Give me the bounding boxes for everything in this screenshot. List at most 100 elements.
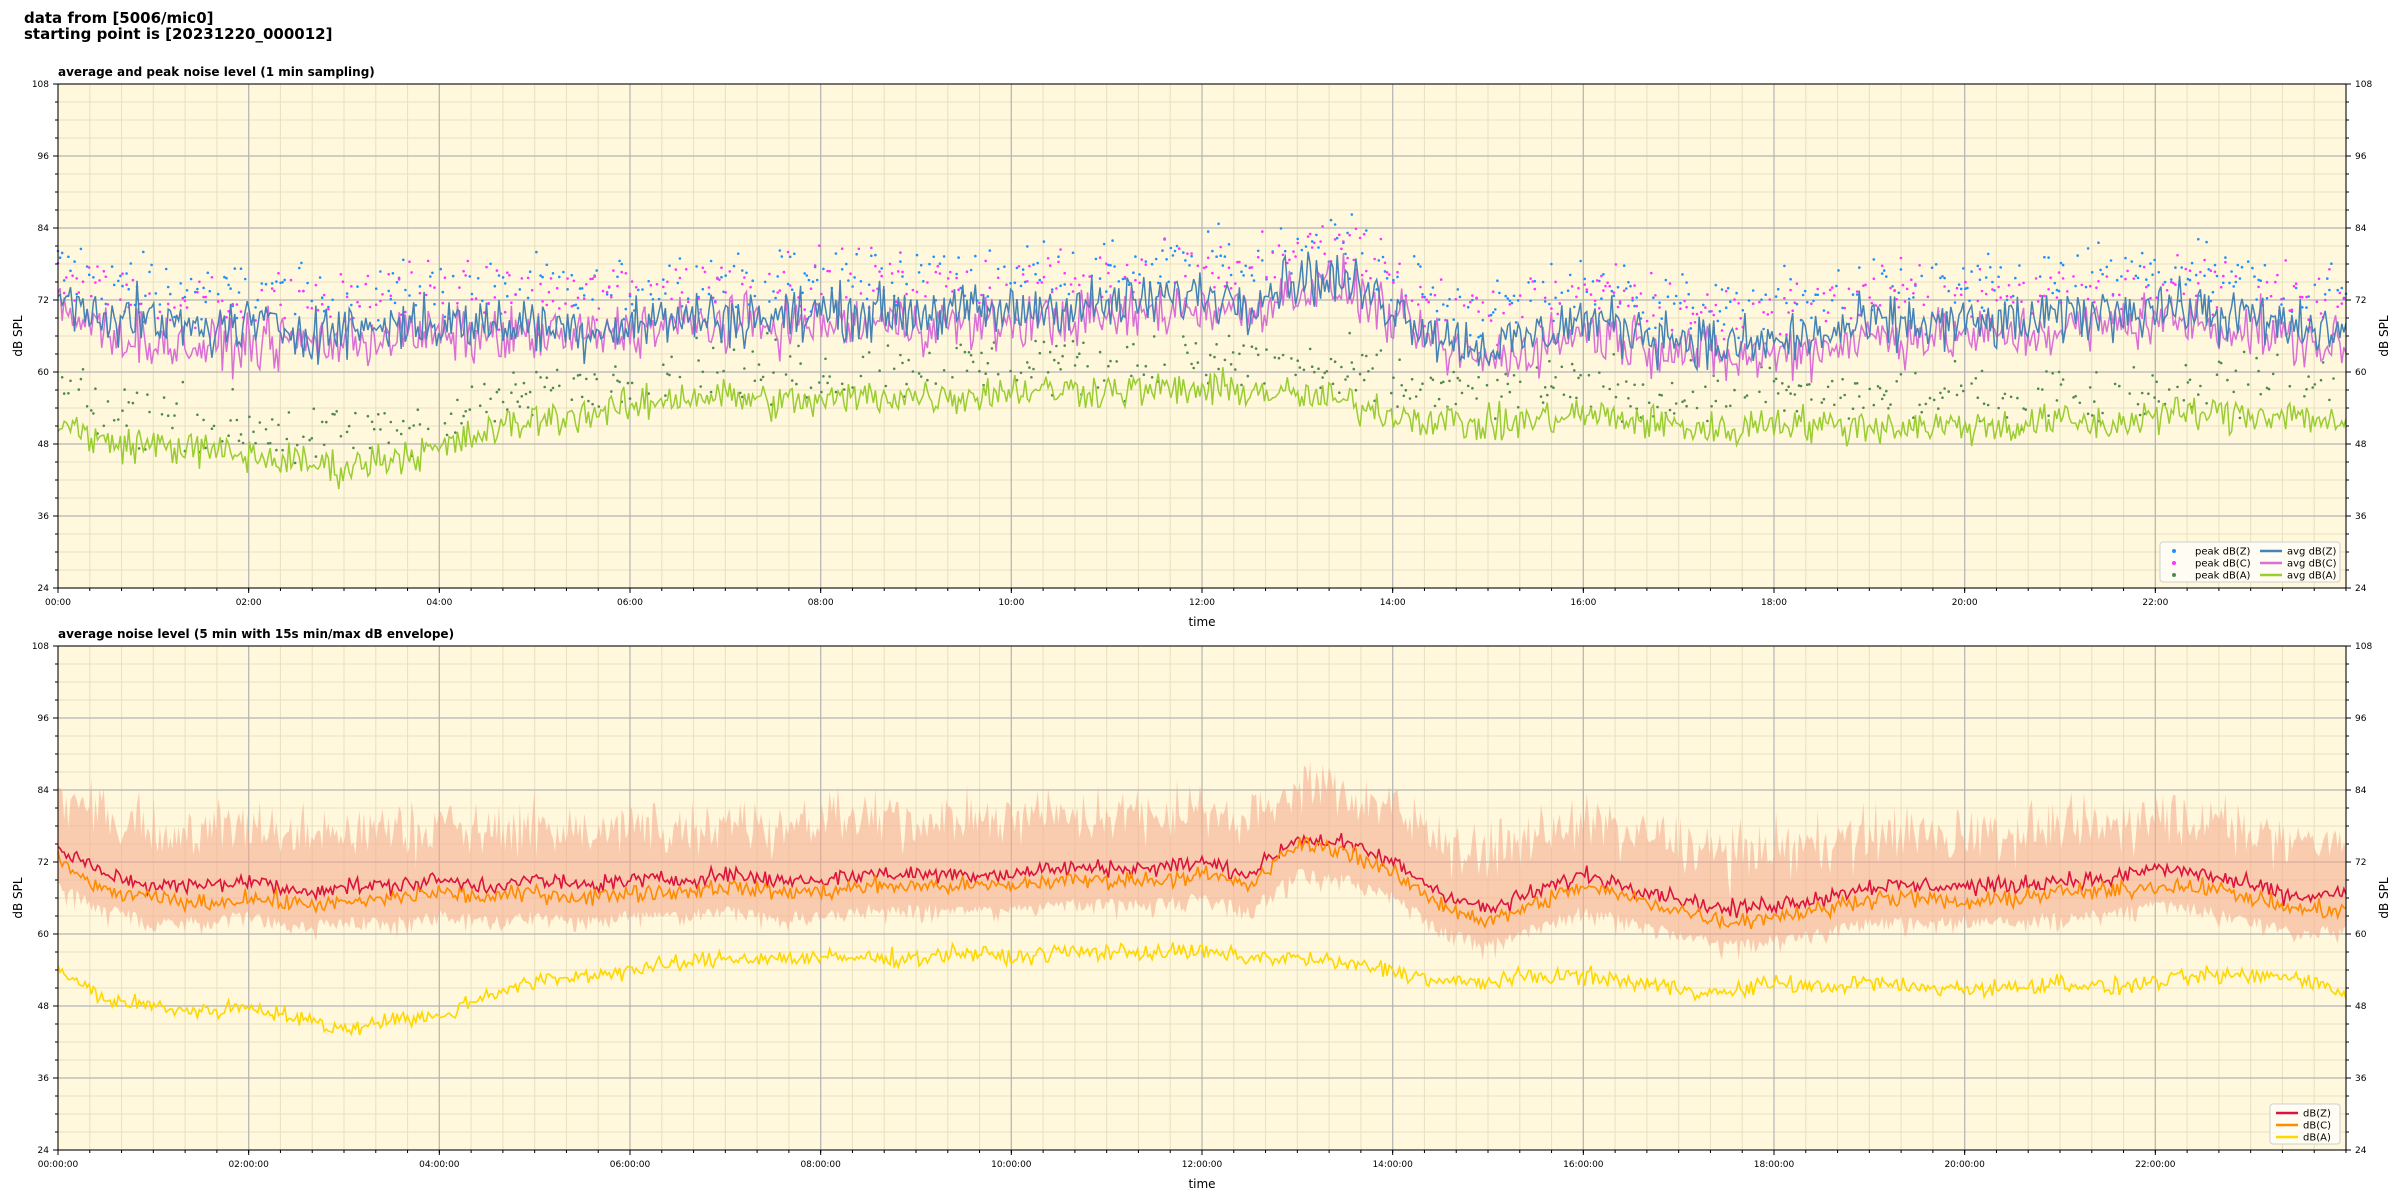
peak-point bbox=[345, 295, 349, 299]
peak-point bbox=[763, 280, 767, 284]
peak-point bbox=[1313, 241, 1316, 245]
peak-point bbox=[239, 310, 243, 313]
peak-point bbox=[117, 418, 120, 421]
peak-point bbox=[1593, 299, 1597, 303]
peak-point bbox=[1292, 250, 1295, 253]
peak-point bbox=[1724, 405, 1728, 408]
peak-point bbox=[106, 303, 110, 306]
peak-point bbox=[1335, 236, 1339, 240]
peak-point bbox=[2294, 286, 2298, 290]
peak-point bbox=[364, 282, 368, 286]
x-tick-label: 16:00 bbox=[1570, 598, 1596, 608]
peak-point bbox=[1005, 283, 1008, 287]
peak-point bbox=[828, 269, 831, 273]
peak-point bbox=[757, 363, 761, 366]
peak-point bbox=[1833, 403, 1836, 407]
peak-point bbox=[2140, 297, 2144, 300]
peak-point bbox=[749, 285, 752, 289]
peak-point bbox=[1256, 353, 1260, 357]
peak-point bbox=[1302, 368, 1306, 372]
x-tick-label: 10:00:00 bbox=[991, 1160, 1032, 1170]
peak-point bbox=[518, 405, 522, 408]
peak-point bbox=[822, 375, 825, 378]
peak-point bbox=[859, 374, 863, 378]
peak-point bbox=[1132, 271, 1135, 275]
peak-point bbox=[1489, 313, 1493, 317]
peak-point bbox=[2263, 263, 2267, 267]
peak-point bbox=[1223, 285, 1227, 288]
peak-point bbox=[1169, 246, 1173, 250]
legend-entry: avg dB(Z) bbox=[2287, 547, 2337, 558]
peak-point bbox=[1914, 371, 1917, 375]
peak-point bbox=[1847, 417, 1851, 420]
peak-point bbox=[1098, 350, 1102, 354]
peak-point bbox=[971, 360, 975, 364]
peak-point bbox=[1729, 300, 1732, 304]
peak-point bbox=[2342, 297, 2346, 301]
peak-point bbox=[2149, 262, 2152, 265]
peak-point bbox=[1897, 291, 1901, 295]
peak-point bbox=[216, 300, 220, 303]
peak-point bbox=[1762, 327, 1765, 331]
peak-point bbox=[1893, 289, 1896, 292]
peak-point bbox=[131, 401, 135, 405]
peak-point bbox=[1130, 374, 1133, 378]
peak-point bbox=[1279, 227, 1283, 230]
peak-point bbox=[1668, 408, 1672, 412]
peak-point bbox=[445, 433, 449, 437]
peak-point bbox=[356, 285, 359, 288]
peak-point bbox=[283, 278, 287, 282]
peak-point bbox=[1806, 300, 1809, 304]
peak-point bbox=[100, 297, 103, 301]
peak-point bbox=[1695, 406, 1699, 410]
peak-point bbox=[1672, 302, 1676, 305]
peak-point bbox=[254, 306, 257, 309]
peak-point bbox=[720, 275, 723, 279]
peak-point bbox=[1720, 329, 1724, 332]
peak-point bbox=[1211, 271, 1214, 275]
peak-point bbox=[1726, 286, 1730, 290]
peak-point bbox=[1150, 262, 1154, 266]
x-axis-label: time bbox=[1188, 615, 1215, 629]
peak-point bbox=[1277, 244, 1281, 247]
peak-point bbox=[1333, 223, 1337, 226]
peak-point bbox=[2330, 262, 2333, 266]
peak-point bbox=[1533, 287, 1537, 291]
peak-point bbox=[628, 397, 632, 400]
peak-point bbox=[1947, 390, 1950, 393]
peak-point bbox=[1868, 296, 1871, 299]
peak-point bbox=[1362, 232, 1366, 236]
peak-point bbox=[1360, 252, 1364, 255]
peak-point bbox=[2209, 299, 2213, 303]
peak-point bbox=[1308, 232, 1312, 236]
peak-point bbox=[2172, 281, 2175, 285]
peak-point bbox=[813, 264, 817, 267]
peak-point bbox=[279, 303, 282, 307]
peak-point bbox=[67, 255, 70, 259]
peak-point bbox=[1629, 284, 1632, 288]
peak-point bbox=[1521, 315, 1524, 319]
peak-point bbox=[732, 348, 736, 352]
peak-point bbox=[1229, 363, 1233, 366]
peak-point bbox=[2145, 278, 2148, 281]
peak-point bbox=[2072, 396, 2075, 399]
peak-point bbox=[1543, 296, 1547, 300]
peak-point bbox=[963, 350, 967, 354]
peak-point bbox=[458, 286, 461, 289]
peak-point bbox=[699, 385, 702, 388]
peak-point bbox=[668, 264, 671, 268]
peak-point bbox=[1396, 405, 1399, 408]
peak-point bbox=[1799, 384, 1803, 388]
peak-point bbox=[555, 368, 559, 372]
peak-point bbox=[1887, 407, 1890, 410]
peak-point bbox=[518, 288, 522, 291]
peak-point bbox=[506, 294, 509, 298]
peak-point bbox=[1471, 294, 1474, 297]
peak-point bbox=[905, 292, 908, 296]
peak-point bbox=[745, 271, 748, 275]
peak-point bbox=[169, 292, 172, 296]
peak-point bbox=[333, 413, 336, 416]
peak-point bbox=[1593, 303, 1597, 306]
peak-point bbox=[2251, 266, 2254, 270]
peak-point bbox=[2045, 370, 2048, 373]
